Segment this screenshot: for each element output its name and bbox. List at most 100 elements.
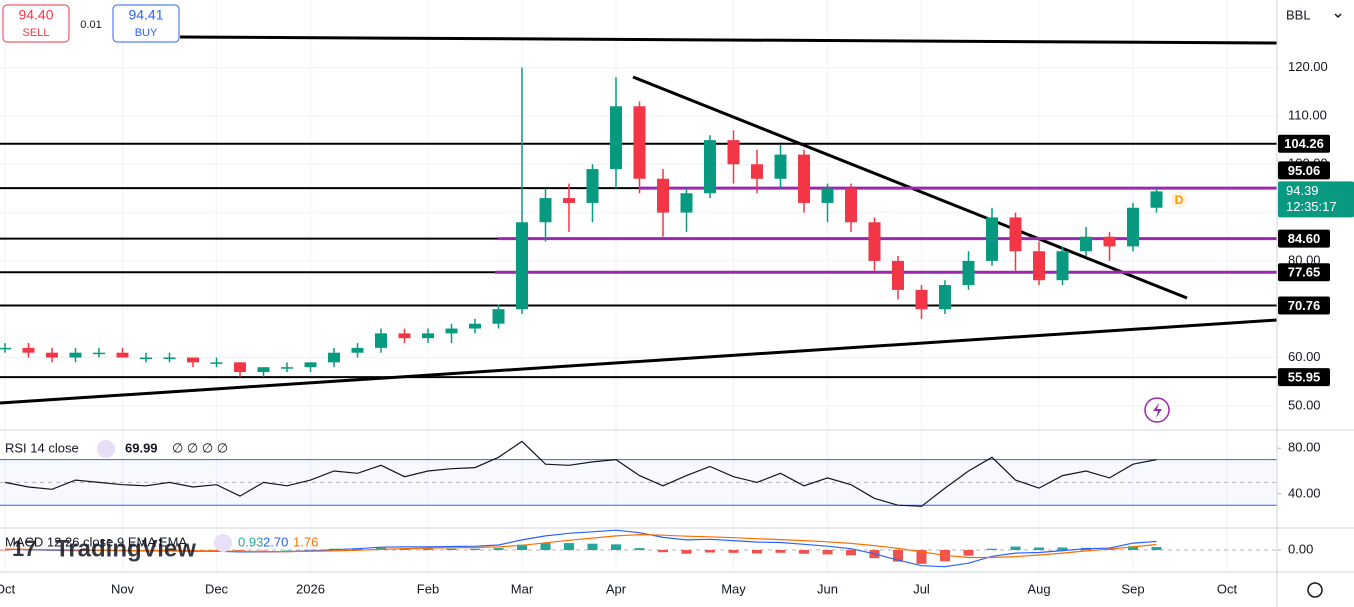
sell-label: SELL <box>23 27 50 39</box>
candle-body <box>633 106 646 179</box>
watermark: TradingView <box>55 535 196 562</box>
x-tick-label: 2026 <box>296 581 325 596</box>
level-label: 84.60 <box>1288 231 1321 246</box>
bolt <box>1153 403 1162 418</box>
macd-settings[interactable] <box>214 534 232 552</box>
candle-body <box>469 323 481 329</box>
candle-body <box>187 357 199 363</box>
candle-body <box>1150 191 1163 208</box>
level-label: 70.76 <box>1288 298 1321 313</box>
candle-body <box>163 357 176 360</box>
candle-body <box>539 198 552 223</box>
macd-hist-bar <box>1128 546 1138 550</box>
event-marker[interactable] <box>1171 192 1187 208</box>
candle-body <box>516 222 528 310</box>
macd-hist-bar <box>1010 546 1021 550</box>
x-tick-label: Feb <box>417 581 439 596</box>
candle-body <box>563 198 575 203</box>
macd-hist-bar <box>517 544 527 550</box>
macd-hist-bar <box>987 548 997 550</box>
candle-body <box>821 188 834 203</box>
buy-label: BUY <box>135 27 158 39</box>
candle-body <box>962 260 975 286</box>
symbol-select[interactable] <box>1280 3 1350 29</box>
macd-hist-bar <box>423 548 433 550</box>
macd-hist-bar <box>846 550 856 556</box>
macd-hist-bar <box>564 543 574 550</box>
rsi-tick-label: 80.00 <box>1288 440 1321 455</box>
candle-body <box>845 188 857 223</box>
candle-body <box>1127 207 1139 247</box>
macd-hist-bar <box>188 550 198 551</box>
x-tick-label: Mar <box>511 581 534 596</box>
x-tick-label: May <box>721 581 746 596</box>
y-tick-label: 60.00 <box>1288 349 1321 364</box>
macd-hist-bar <box>493 548 504 550</box>
macd-value: 2.70 <box>263 534 288 549</box>
candle-body <box>116 352 129 358</box>
buy-button[interactable] <box>112 4 180 43</box>
macd-hist-bar <box>775 550 786 553</box>
y-tick-label: 120.00 <box>1288 59 1328 74</box>
level-label-box <box>1278 368 1330 387</box>
candle-body <box>492 309 505 324</box>
level-label-box <box>1278 296 1330 315</box>
candle-body <box>398 333 411 339</box>
candle-body <box>1080 236 1092 252</box>
macd-hist-bar <box>470 548 480 550</box>
x-tick-label: Dec <box>205 581 229 596</box>
x-tick-label: Nov <box>111 581 135 596</box>
candle-body <box>281 367 293 369</box>
macd-hist-bar <box>282 550 292 551</box>
x-tick-label: Jul <box>913 581 930 596</box>
candle-body <box>304 362 317 368</box>
macd-hist-bar <box>1151 547 1162 550</box>
macd-hist-bar <box>705 550 715 553</box>
rsi-title: RSI 14 close <box>5 440 79 455</box>
macd-signal-value: 1.76 <box>293 534 318 549</box>
candle-body <box>986 217 998 261</box>
macd-tick-label: 0.00 <box>1288 541 1313 556</box>
macd-hist-bar <box>799 550 809 554</box>
trend-line <box>0 318 1278 405</box>
level-label-box <box>1278 161 1330 180</box>
candle-body <box>422 333 434 339</box>
candle-body <box>868 222 881 261</box>
candle-body <box>257 367 270 373</box>
candle-body <box>46 352 58 358</box>
candle-body <box>892 260 904 290</box>
candle-body <box>234 362 246 373</box>
x-tick-label: Sep <box>1121 581 1144 596</box>
macd-hist-bar <box>0 550 10 551</box>
macd-hist-bar <box>728 550 739 553</box>
candle-body <box>798 154 810 203</box>
candle-body <box>680 193 693 213</box>
macd-hist-value: 0.93 <box>238 534 263 549</box>
rsi-value: 69.99 <box>125 440 158 455</box>
rsi-tick-label: 40.00 <box>1288 485 1321 500</box>
svg-text:17: 17 <box>12 536 36 561</box>
last-price: 94.39 <box>1286 183 1319 198</box>
macd-hist-bar <box>305 549 316 551</box>
buy-price: 94.41 <box>128 7 163 23</box>
macd-hist-bar <box>916 550 927 564</box>
x-tick-label: Jun <box>817 581 838 596</box>
candle-body <box>93 352 105 355</box>
macd-hist-bar <box>611 544 621 550</box>
rsi-settings[interactable] <box>97 440 115 458</box>
candle-body <box>1103 236 1116 247</box>
macd-hist-bar <box>446 548 457 550</box>
overlay: 94.40 SELL 0.01 94.41 BUY BBL RSI 14 clo… <box>0 3 1354 598</box>
macd-hist-bar <box>1034 547 1044 550</box>
settings-icon[interactable] <box>1307 582 1323 598</box>
candle-body <box>915 289 928 310</box>
candle-body <box>22 347 35 353</box>
sell-button[interactable] <box>2 4 70 43</box>
level-label: 95.06 <box>1288 163 1321 178</box>
chevron <box>1334 13 1342 19</box>
macd-hist-bar <box>235 550 245 551</box>
macd-hist-bar <box>211 550 222 551</box>
